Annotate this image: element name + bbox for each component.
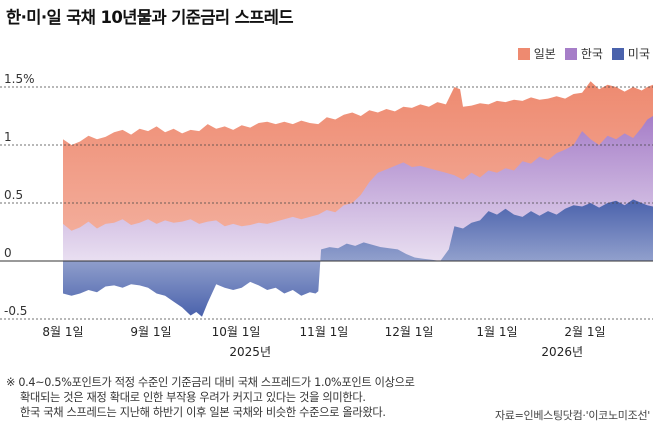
y-axis: 1.5% 1 0.5 0 -0.5 <box>4 72 35 318</box>
y-tick-label: 1.5% <box>4 72 35 86</box>
x-tick-label: 1월 1일 <box>476 325 517 339</box>
y-tick-label: 0.5 <box>4 188 23 202</box>
legend-item-korea: 한국 <box>564 45 603 62</box>
x-axis: 8월 1일 9월 1일 10월 1일 11월 1일 12월 1일 1월 1일 2월 1일 20… <box>42 325 605 359</box>
x-year-label: 2026년 <box>541 345 583 359</box>
x-tick-label: 12월 1일 <box>385 325 434 339</box>
series-area-usa-positive <box>63 199 653 261</box>
legend-item-japan: 일본 <box>517 45 556 62</box>
y-tick-label: 1 <box>4 130 12 144</box>
legend-swatch-japan <box>517 47 530 60</box>
x-tick-label: 2월 1일 <box>564 325 605 339</box>
legend-label-japan: 일본 <box>533 47 556 61</box>
footnote: ※ 0.4~0.5%포인트가 적정 수준인 기준금리 대비 국채 스프레드가 1… <box>6 375 415 420</box>
footnote-line-1: ※ 0.4~0.5%포인트가 적정 수준인 기준금리 대비 국채 스프레드가 1… <box>6 376 415 389</box>
x-tick-label: 10월 1일 <box>212 325 261 339</box>
footnote-line-3: 한국 국채 스프레드는 지난해 하반기 이후 일본 국채와 비슷한 수준으로 올… <box>20 406 386 419</box>
x-tick-label: 8월 1일 <box>42 325 83 339</box>
legend-swatch-usa <box>611 47 624 60</box>
legend-item-usa: 미국 <box>611 45 650 62</box>
y-tick-label: 0 <box>4 246 12 260</box>
legend-swatch-korea <box>564 47 577 60</box>
legend: 일본 한국 미국 <box>517 45 650 62</box>
chart-area: 1.5% 1 0.5 0 -0.5 8월 1일 9월 1일 10월 1일 11월 1일 12월 … <box>0 72 653 359</box>
chart-title: 한·미·일 국채 10년물과 기준금리 스프레드 <box>6 8 294 27</box>
x-year-label: 2025년 <box>229 345 271 359</box>
legend-label-usa: 미국 <box>627 47 650 61</box>
y-tick-label: -0.5 <box>4 304 27 318</box>
series-area-usa-negative <box>63 261 653 317</box>
x-tick-label: 9월 1일 <box>130 325 171 339</box>
legend-label-korea: 한국 <box>580 47 603 61</box>
series-areas <box>63 81 653 317</box>
footnote-line-2: 확대되는 것은 재정 확대로 인한 부작용 우려가 커지고 있다는 것을 의미한… <box>20 391 366 404</box>
source-credit: 자료=인베스팅닷컴·'이코노미조선' <box>494 409 650 422</box>
gridlines <box>0 86 653 320</box>
x-tick-label: 11월 1일 <box>300 325 349 339</box>
